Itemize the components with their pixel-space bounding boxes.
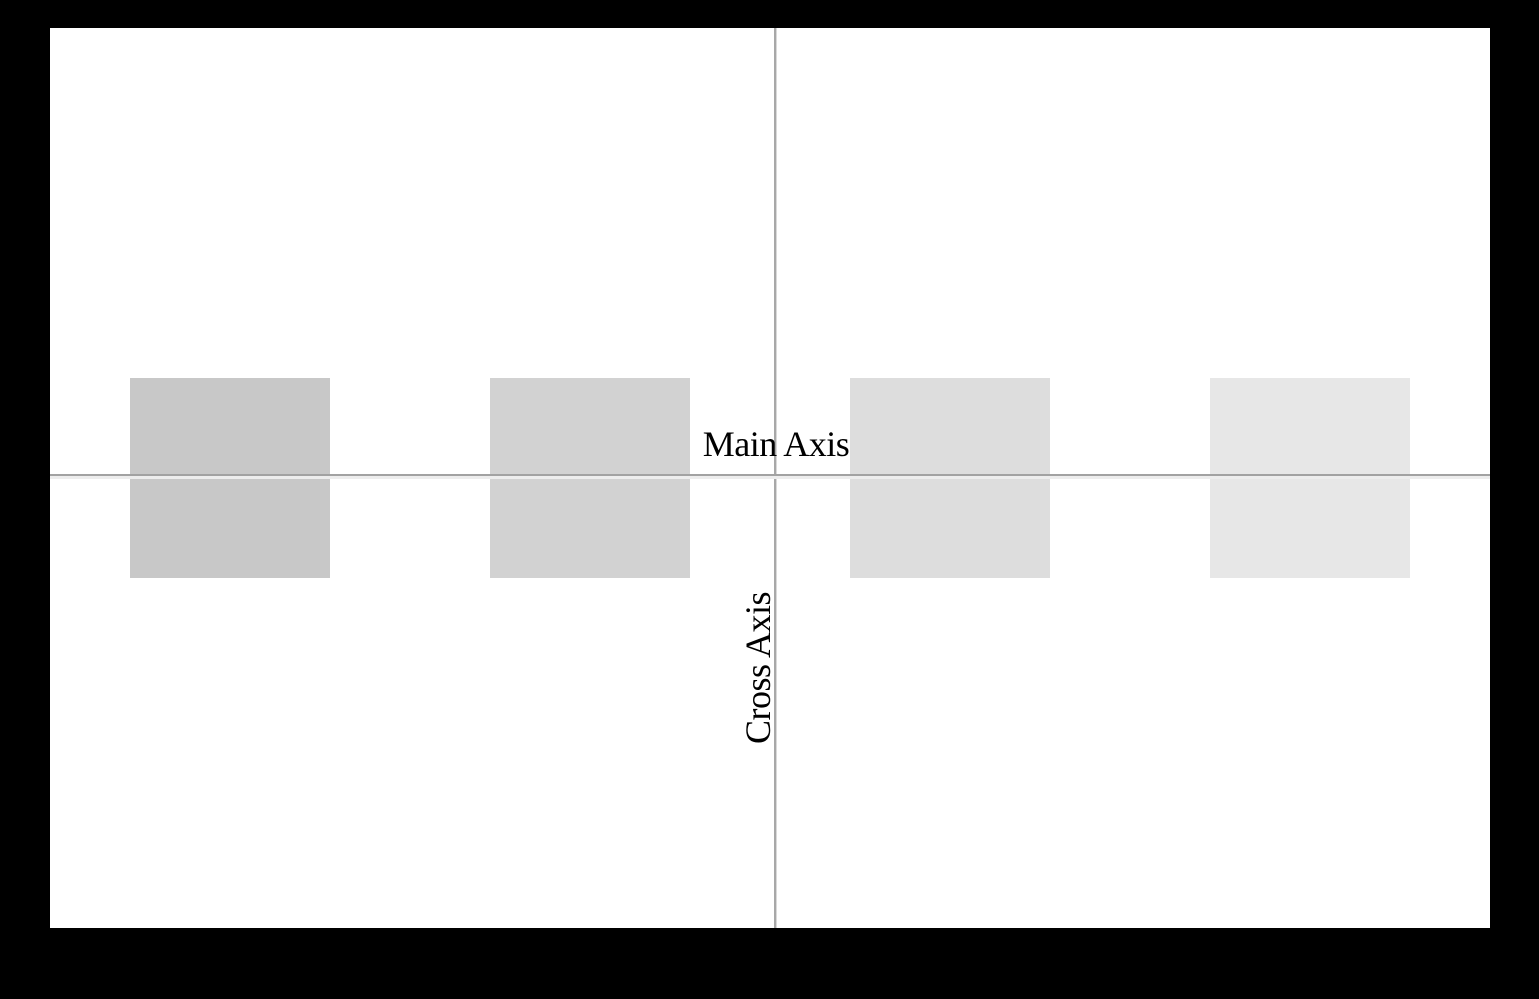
main-axis-label: Main Axis	[702, 424, 850, 464]
main-axis-line	[50, 474, 1490, 479]
main-axis-line-stroke	[50, 474, 1490, 476]
cross-axis-label: Cross Axis	[738, 591, 778, 745]
slide-canvas: Main Axis Cross Axis	[50, 28, 1490, 928]
main-axis-line-shadow	[50, 476, 1490, 479]
